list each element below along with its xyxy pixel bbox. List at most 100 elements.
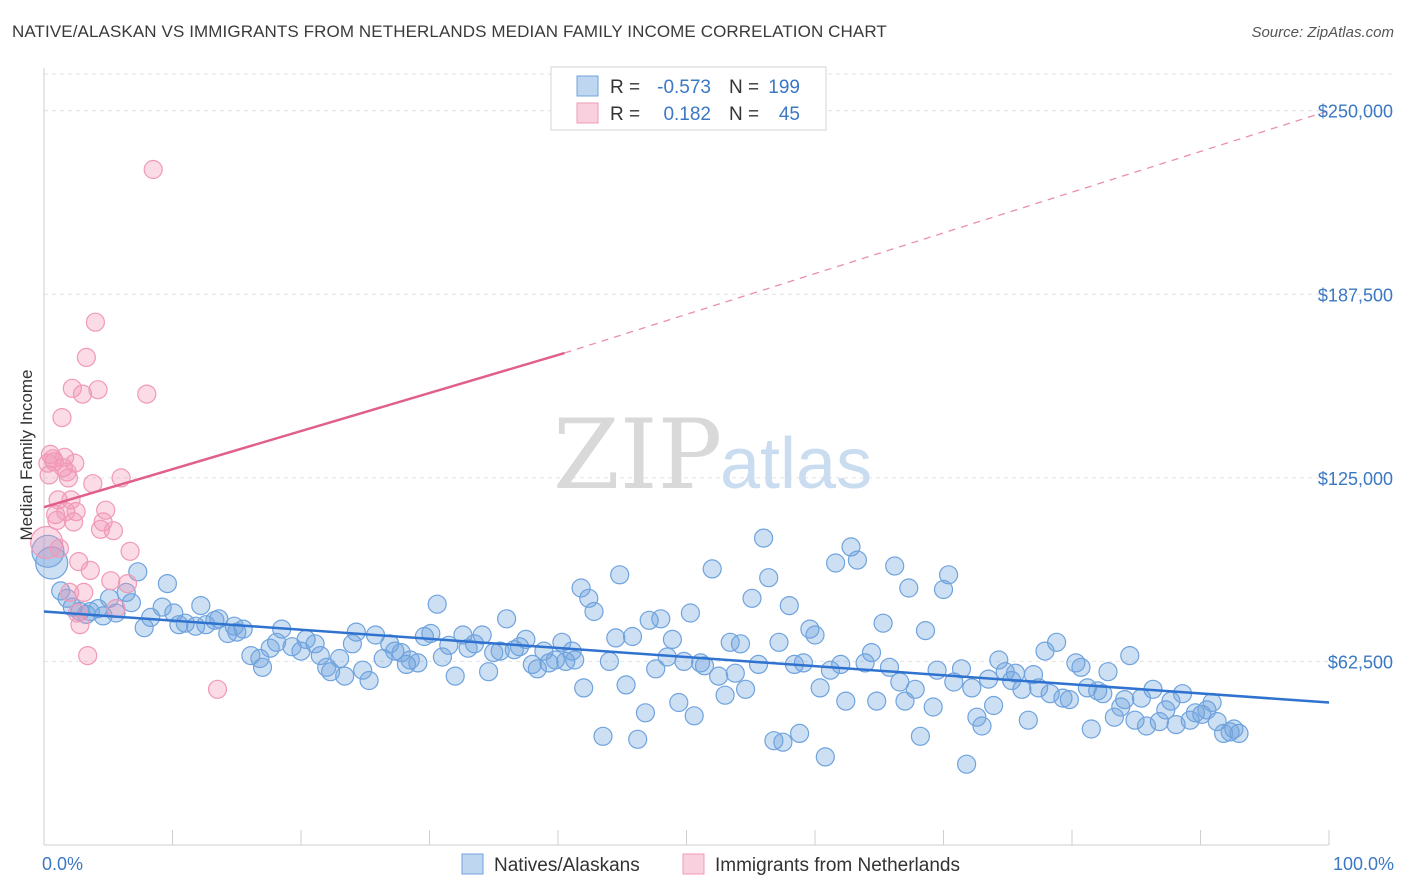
legend-swatch-blue — [576, 75, 599, 97]
point-blue-148 — [927, 660, 947, 680]
point-blue-150 — [938, 565, 959, 585]
bottom-legend-swatch-blue — [461, 853, 484, 875]
legend-n-value-1: 45 — [779, 104, 800, 125]
point-blue-137 — [867, 691, 887, 711]
legend-swatch-pink — [576, 102, 599, 124]
point-blue-132 — [836, 691, 856, 711]
legend-n-value-0: 199 — [768, 77, 800, 98]
point-blue-89 — [599, 651, 620, 672]
point-blue-147 — [923, 697, 943, 717]
legend-box — [550, 66, 827, 131]
source-label: Source: ZipAtlas.com — [1251, 24, 1394, 41]
x-tick-label-1: 100.0% — [1333, 854, 1394, 874]
point-blue-136 — [861, 642, 882, 663]
point-blue-135 — [855, 653, 875, 673]
point-blue-120 — [773, 732, 793, 752]
point-blue-168 — [1040, 684, 1060, 704]
point-blue-190 — [1166, 714, 1186, 735]
point-blue-107 — [702, 559, 722, 579]
point-blue-152 — [951, 659, 972, 679]
point-blue-187 — [1149, 711, 1170, 732]
point-blue-71 — [497, 609, 517, 629]
point-blue-193 — [1185, 703, 1206, 723]
point-blue-153 — [956, 754, 977, 774]
point-pink-41 — [120, 541, 140, 561]
point-blue-181 — [1115, 689, 1135, 710]
point-blue-60 — [427, 594, 447, 614]
legend-r-label-0: R = — [610, 77, 640, 98]
point-blue-90 — [606, 628, 626, 648]
y-tick-label-0: $62,500 — [1328, 652, 1393, 672]
point-blue-30 — [233, 619, 253, 639]
point-blue-41 — [310, 645, 330, 666]
point-blue-109 — [715, 685, 735, 705]
point-pink-24 — [70, 615, 90, 635]
point-blue-102 — [674, 651, 694, 672]
point-blue-100 — [662, 629, 683, 650]
y-tick-label-1: $125,000 — [1318, 469, 1393, 489]
point-pink-18 — [62, 378, 82, 398]
chart-title: NATIVE/ALASKAN VS IMMIGRANTS FROM NETHER… — [12, 22, 887, 41]
watermark-zip: ZIP — [553, 399, 722, 511]
point-blue-146 — [915, 620, 936, 641]
point-blue-98 — [651, 609, 671, 629]
y-tick-label-3: $250,000 — [1318, 102, 1393, 122]
point-blue-131 — [831, 654, 851, 675]
point-pink-31 — [85, 312, 106, 332]
bottom-legend: Natives/Alaskans Immigrants from Netherla… — [461, 853, 960, 876]
point-blue-17 — [152, 597, 172, 617]
point-blue-110 — [720, 632, 740, 652]
point-blue-140 — [885, 556, 905, 576]
point-blue-83 — [565, 650, 585, 670]
y-tick-label-2: $187,500 — [1318, 285, 1393, 305]
point-blue-106 — [694, 656, 715, 676]
legend-r-label-1: R = — [610, 104, 640, 125]
point-blue-149 — [933, 579, 954, 600]
point-blue-154 — [962, 678, 982, 698]
point-blue-43 — [321, 662, 341, 682]
point-blue-117 — [759, 568, 779, 588]
point-blue-179 — [1104, 707, 1125, 727]
point-blue-112 — [730, 634, 751, 654]
point-pink-25 — [72, 384, 93, 404]
point-blue-171 — [1059, 689, 1080, 710]
point-pink-9 — [49, 538, 70, 558]
y-axis-title: Median Family Income — [17, 369, 36, 540]
point-blue-67 — [472, 625, 492, 645]
point-blue-76 — [527, 659, 548, 679]
point-blue-49 — [359, 670, 379, 691]
point-pink-36 — [101, 571, 121, 591]
points-layer — [29, 159, 1249, 774]
point-blue-103 — [680, 603, 701, 623]
point-blue-63 — [445, 666, 465, 686]
point-pink-16 — [60, 582, 80, 603]
point-pink-28 — [78, 645, 98, 666]
point-blue-74 — [516, 629, 536, 650]
point-blue-61 — [432, 647, 452, 667]
point-blue-53 — [385, 641, 405, 661]
point-blue-145 — [910, 726, 931, 746]
y-tick-labels: $62,500 $125,000 $187,500 $250,000 — [1318, 102, 1393, 673]
legend-r-value-0: -0.573 — [657, 77, 711, 98]
bottom-legend-swatch-pink — [682, 853, 705, 875]
point-pink-0 — [29, 525, 64, 560]
point-pink-27 — [76, 347, 97, 367]
point-blue-198 — [1213, 723, 1234, 744]
point-blue-177 — [1093, 684, 1113, 704]
point-blue-18 — [157, 573, 177, 594]
point-blue-87 — [584, 601, 604, 622]
point-blue-197 — [1207, 711, 1227, 732]
point-blue-123 — [789, 723, 810, 744]
point-blue-108 — [708, 666, 729, 686]
point-pink-44 — [207, 679, 228, 699]
point-blue-155 — [967, 707, 987, 727]
point-blue-138 — [873, 613, 893, 633]
point-blue-45 — [335, 666, 355, 686]
point-blue-201 — [1229, 723, 1249, 744]
point-blue-156 — [972, 716, 992, 736]
point-blue-95 — [635, 703, 656, 723]
point-blue-57 — [408, 653, 428, 673]
trend-line-pink — [43, 351, 565, 509]
bottom-legend-label-blue: Natives/Alaskans — [494, 855, 640, 876]
